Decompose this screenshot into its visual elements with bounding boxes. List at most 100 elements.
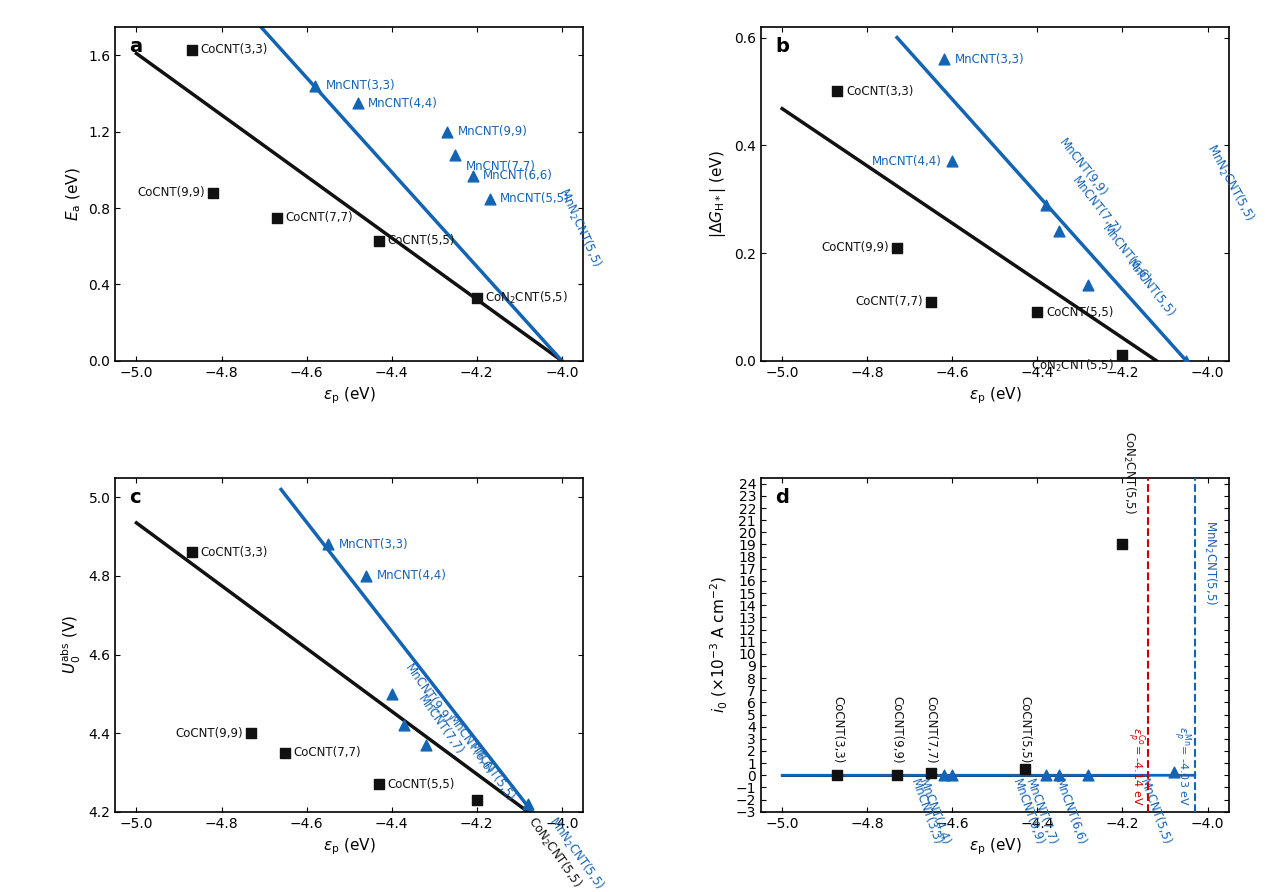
Point <box>462 169 483 183</box>
Text: MnCNT(9,9): MnCNT(9,9) <box>1010 778 1046 847</box>
Text: CoCNT(3,3): CoCNT(3,3) <box>200 43 268 56</box>
Text: CoCNT(9,9): CoCNT(9,9) <box>137 186 205 199</box>
Text: CoCNT(9,9): CoCNT(9,9) <box>891 696 904 764</box>
Point <box>1048 225 1069 239</box>
Point <box>479 192 499 206</box>
Point <box>1014 762 1034 776</box>
Point <box>369 234 389 248</box>
Point <box>1027 305 1047 319</box>
Point <box>356 569 376 583</box>
Point <box>347 96 367 111</box>
Point <box>887 768 908 782</box>
Point <box>1078 767 1098 781</box>
Point <box>436 125 457 139</box>
Text: MnN$_2$CNT(5,5): MnN$_2$CNT(5,5) <box>1202 520 1217 606</box>
Point <box>920 765 941 780</box>
Point <box>942 768 963 782</box>
Text: CoCNT(3,3): CoCNT(3,3) <box>846 85 914 98</box>
Point <box>933 52 954 66</box>
Text: MnCNT(6,6): MnCNT(6,6) <box>1052 778 1088 847</box>
Point <box>1164 764 1184 779</box>
Text: MnCNT(4,4): MnCNT(4,4) <box>916 778 952 847</box>
Text: MnCNT(7,7): MnCNT(7,7) <box>466 160 536 172</box>
Text: CoCNT(7,7): CoCNT(7,7) <box>294 747 361 759</box>
Point <box>466 291 486 305</box>
Y-axis label: $E_{\mathrm{a}}$ (eV): $E_{\mathrm{a}}$ (eV) <box>64 167 83 220</box>
Text: MnN$_2$CNT(5,5): MnN$_2$CNT(5,5) <box>556 185 604 269</box>
Text: MnCNT(4,4): MnCNT(4,4) <box>376 569 447 582</box>
Text: CoCNT(5,5): CoCNT(5,5) <box>1018 696 1032 764</box>
Point <box>1078 278 1098 293</box>
Text: CoCNT(5,5): CoCNT(5,5) <box>1046 306 1114 318</box>
X-axis label: $\varepsilon_{\mathrm{p}}$ (eV): $\varepsilon_{\mathrm{p}}$ (eV) <box>323 385 375 406</box>
Text: MnCNT(6,6): MnCNT(6,6) <box>1100 222 1152 285</box>
X-axis label: $\varepsilon_{\mathrm{p}}$ (eV): $\varepsilon_{\mathrm{p}}$ (eV) <box>969 836 1021 856</box>
X-axis label: $\varepsilon_{\mathrm{p}}$ (eV): $\varepsilon_{\mathrm{p}}$ (eV) <box>323 836 375 856</box>
Point <box>182 545 202 559</box>
Text: c: c <box>129 488 141 507</box>
Text: MnN$_2$CNT(5,5): MnN$_2$CNT(5,5) <box>545 814 607 892</box>
Text: d: d <box>774 488 788 507</box>
Text: CoCNT(3,3): CoCNT(3,3) <box>200 546 268 559</box>
Point <box>933 768 954 782</box>
Text: MnCNT(6,6): MnCNT(6,6) <box>483 169 553 182</box>
Text: CoCNT(3,3): CoCNT(3,3) <box>831 696 844 764</box>
Text: MnCNT(5,5): MnCNT(5,5) <box>500 192 570 205</box>
Point <box>305 78 325 93</box>
Text: MnCNT(4,4): MnCNT(4,4) <box>369 96 438 110</box>
Point <box>445 147 466 161</box>
Text: MnCNT(5,5): MnCNT(5,5) <box>1138 778 1174 847</box>
Point <box>369 777 389 791</box>
Point <box>202 186 223 200</box>
Point <box>241 726 261 740</box>
Point <box>827 84 847 98</box>
Text: MnCNT(3,3): MnCNT(3,3) <box>325 79 396 93</box>
Text: MnCNT(9,9): MnCNT(9,9) <box>402 662 453 726</box>
Text: MnCNT(3,3): MnCNT(3,3) <box>338 538 408 551</box>
Text: CoCNT(5,5): CoCNT(5,5) <box>388 234 454 247</box>
Point <box>381 687 402 701</box>
Point <box>827 768 847 782</box>
Text: CoN$_2$CNT(5,5): CoN$_2$CNT(5,5) <box>1121 431 1137 514</box>
Text: MnCNT(7,7): MnCNT(7,7) <box>1023 778 1059 847</box>
Text: CoCNT(7,7): CoCNT(7,7) <box>855 295 923 308</box>
Point <box>275 746 296 760</box>
Text: CoCNT(5,5): CoCNT(5,5) <box>388 778 454 790</box>
Point <box>942 154 963 169</box>
Point <box>1036 768 1056 782</box>
Text: MnCNT(5,5): MnCNT(5,5) <box>1125 258 1178 320</box>
Y-axis label: $U_{0}^{\mathrm{abs}}$ (V): $U_{0}^{\mathrm{abs}}$ (V) <box>60 615 83 674</box>
Text: b: b <box>774 37 788 56</box>
Text: MnCNT(9,9): MnCNT(9,9) <box>458 125 527 138</box>
Point <box>182 43 202 57</box>
Point <box>887 241 908 255</box>
Text: MnCNT(3,3): MnCNT(3,3) <box>955 53 1024 66</box>
Text: CoN$_2$CNT(5,5): CoN$_2$CNT(5,5) <box>524 814 584 891</box>
Text: MnCNT(9,9): MnCNT(9,9) <box>1056 136 1110 199</box>
Text: $\varepsilon_p^{\mathrm{Co}}$= -4.14 eV: $\varepsilon_p^{\mathrm{Co}}$= -4.14 eV <box>1124 727 1146 805</box>
Text: CoCNT(7,7): CoCNT(7,7) <box>924 696 937 764</box>
Y-axis label: $i_0$ ($\times 10^{-3}$ A cm$^{-2}$): $i_0$ ($\times 10^{-3}$ A cm$^{-2}$) <box>709 576 730 714</box>
Point <box>394 718 415 732</box>
Text: CoCNT(7,7): CoCNT(7,7) <box>285 211 353 224</box>
Point <box>466 793 486 807</box>
Point <box>1036 197 1056 211</box>
Text: CoN$_2$CNT(5,5): CoN$_2$CNT(5,5) <box>485 290 568 306</box>
Text: CoN$_2$CNT(5,5): CoN$_2$CNT(5,5) <box>1030 358 1114 375</box>
Text: CoCNT(9,9): CoCNT(9,9) <box>175 727 243 739</box>
Y-axis label: $|\Delta G_{\mathrm{H*}}|$ (eV): $|\Delta G_{\mathrm{H*}}|$ (eV) <box>709 150 728 237</box>
Point <box>920 294 941 309</box>
Text: MnCNT(4,4): MnCNT(4,4) <box>872 155 942 168</box>
X-axis label: $\varepsilon_{\mathrm{p}}$ (eV): $\varepsilon_{\mathrm{p}}$ (eV) <box>969 385 1021 406</box>
Text: MnCNT(6,6): MnCNT(6,6) <box>445 713 495 777</box>
Text: a: a <box>129 37 142 56</box>
Point <box>1112 537 1133 551</box>
Point <box>517 797 538 811</box>
Text: $\varepsilon_p^{\mathrm{Mn}}$= -4.03 eV: $\varepsilon_p^{\mathrm{Mn}}$= -4.03 eV <box>1170 726 1193 805</box>
Point <box>317 537 338 551</box>
Text: MnCNT(7,7): MnCNT(7,7) <box>415 693 466 757</box>
Text: MnCNT(3,3): MnCNT(3,3) <box>908 778 943 847</box>
Text: CoCNT(9,9): CoCNT(9,9) <box>820 241 888 254</box>
Point <box>1048 768 1069 782</box>
Point <box>1112 348 1133 362</box>
